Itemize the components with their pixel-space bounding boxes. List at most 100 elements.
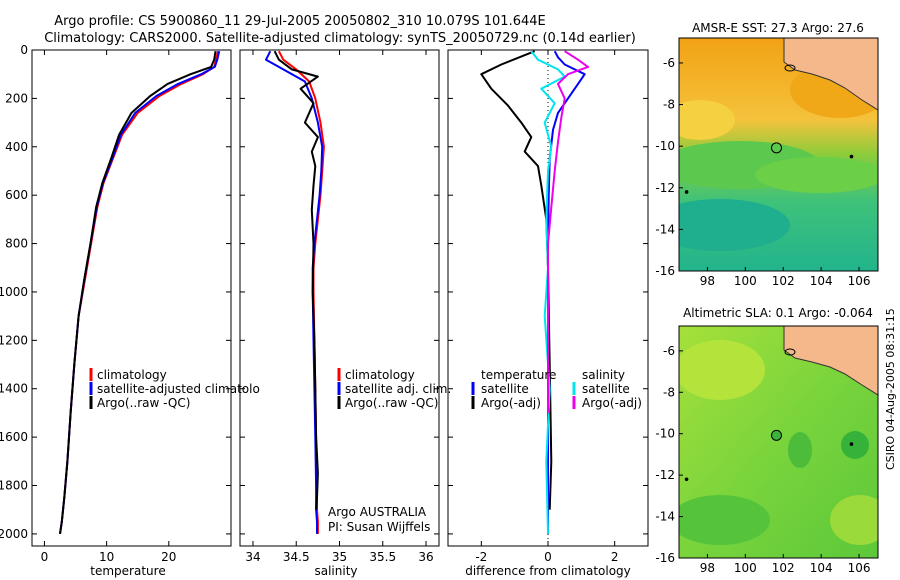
- salinity-annotation-line2: PI: Susan Wijffels: [328, 520, 430, 534]
- legend-temperature-title: temperature: [481, 368, 556, 382]
- temperature-lines: [59, 50, 221, 535]
- figure-title-line1: Argo profile: CS 5900860_11 29-Jul-2005 …: [54, 14, 545, 29]
- series-line-temperature-argo-adj: [480, 50, 553, 510]
- y-tick-label: -10: [655, 139, 675, 153]
- legend-sal-satellite-label: satellite: [582, 382, 630, 396]
- sla-map-title: Altimetric SLA: 0.1 Argo: -0.064: [683, 306, 873, 320]
- figure-title-line2: Climatology: CARS2000. Satellite-adjuste…: [44, 31, 636, 46]
- y-tick-label: 400: [5, 140, 28, 154]
- sst-band: [755, 157, 878, 193]
- sst-land-java: [783, 38, 878, 111]
- y-tick-label: -14: [655, 222, 675, 236]
- map-point-marker: [684, 477, 689, 482]
- x-tick-label: 35: [332, 550, 347, 564]
- sla-eddy: [841, 431, 869, 459]
- sla-high-patch: [679, 340, 765, 400]
- x-tick-label: 34: [245, 550, 260, 564]
- x-tick-label: 104: [810, 561, 833, 575]
- difference-legend: temperature satellite Argo(-adj) salinit…: [471, 368, 642, 410]
- series-line-salinity-argo-adj: [547, 50, 589, 413]
- x-tick-label: -2: [475, 550, 487, 564]
- sst-island-marker: [784, 64, 796, 72]
- sla-island-marker: [784, 348, 796, 356]
- y-tick-label: -12: [655, 468, 675, 482]
- salinity-axes-frame: [239, 49, 440, 547]
- series-line-argo-raw-qc: [273, 50, 319, 510]
- salinity-lines: [265, 50, 325, 534]
- y-tick-label: -8: [663, 98, 675, 112]
- sst-map-ticks: 98 100 102 104 106 -6 -8 -10 -12 -14 -16: [655, 56, 870, 288]
- x-tick-label: 98: [700, 561, 715, 575]
- difference-xlabel: difference from climatology: [465, 564, 631, 578]
- y-tick-label: -16: [655, 264, 675, 278]
- y-tick-label: 1000: [0, 285, 28, 299]
- x-tick-label: 2: [611, 550, 619, 564]
- series-line-temperature-satellite: [547, 50, 586, 534]
- sst-map-markers: [684, 142, 854, 194]
- sst-map-frame: [678, 37, 879, 272]
- y-tick-label: -10: [655, 427, 675, 441]
- legend-argo-label: Argo(..raw -QC): [345, 396, 438, 410]
- x-tick-label: 36: [418, 550, 433, 564]
- legend-satellite-label: satellite adj. clim.: [345, 382, 451, 396]
- y-tick-label: 1200: [0, 333, 28, 347]
- sla-map-ticks: 98 100 102 104 106 -6 -8 -10 -12 -14 -16: [655, 344, 870, 575]
- series-line-satellite-adjusted-climatology: [59, 50, 221, 535]
- y-tick-label: -6: [663, 56, 675, 70]
- sla-map-panel: Altimetric SLA: 0.1 Argo: -0.064 98 100 10…: [655, 306, 879, 575]
- sla-east-patch: [830, 495, 878, 545]
- legend-climatology-label: climatology: [345, 368, 415, 382]
- map-point-marker: [849, 154, 854, 159]
- legend-salinity-title: salinity: [582, 368, 625, 382]
- sla-map-markers: [684, 429, 854, 482]
- legend-climatology-label: climatology: [97, 368, 167, 382]
- x-tick-label: 0: [41, 550, 49, 564]
- sla-low-patch: [788, 432, 812, 468]
- y-tick-label: 800: [5, 237, 28, 251]
- x-tick-label: 20: [161, 550, 176, 564]
- series-line-climatology: [59, 50, 219, 535]
- sst-map-title: AMSR-E SST: 27.3 Argo: 27.6: [692, 21, 864, 35]
- salinity-legend: climatology satellite adj. clim. Argo(..…: [337, 368, 451, 410]
- sla-field: [679, 326, 878, 558]
- map-point-marker: [849, 442, 854, 446]
- y-tick-label: 1400: [0, 382, 28, 396]
- x-tick-label: 0: [544, 550, 552, 564]
- y-tick-label: 1600: [0, 430, 28, 444]
- sst-yellow-patch: [679, 100, 735, 140]
- sla-land-java: [783, 326, 878, 396]
- float-location-marker: [770, 429, 782, 441]
- x-tick-label: 102: [772, 274, 795, 288]
- temperature-legend: climatology satellite-adjusted climatolo…: [89, 368, 260, 410]
- legend-satellite-label: satellite-adjusted climatolo: [97, 382, 260, 396]
- salinity-ticks: 34 34.5 35 35.5 36: [240, 49, 439, 564]
- x-tick-label: 34.5: [283, 550, 310, 564]
- y-tick-label: -6: [663, 344, 675, 358]
- y-tick-label: -12: [655, 181, 675, 195]
- difference-lines: [480, 50, 589, 534]
- sla-map-frame: [678, 325, 879, 559]
- salinity-xlabel: salinity: [314, 564, 357, 578]
- sst-field: [679, 38, 878, 271]
- sst-cool-patch: [679, 199, 790, 251]
- legend-temp-argo-label: Argo(-adj): [481, 396, 541, 410]
- x-tick-label: 102: [772, 561, 795, 575]
- temperature-ticks: 0 10 2002004006008001000120014001600180020…: [0, 43, 231, 564]
- x-tick-label: 106: [848, 561, 871, 575]
- x-tick-label: 100: [734, 561, 757, 575]
- x-tick-label: 98: [700, 274, 715, 288]
- temperature-xlabel: temperature: [90, 564, 165, 578]
- temperature-axes-frame: [31, 49, 232, 547]
- sst-map-panel: AMSR-E SST: 27.3 Argo: 27.6 98 100 102 104 1…: [655, 21, 879, 288]
- map-point-marker: [684, 190, 689, 194]
- y-tick-label: -14: [655, 510, 675, 524]
- y-tick-label: 200: [5, 91, 28, 105]
- legend-argo-label: Argo(..raw -QC): [97, 396, 190, 410]
- salinity-panel: 34 34.5 35 35.5 36 climatology satellite adj…: [239, 49, 451, 578]
- y-tick-label: 0: [20, 43, 28, 57]
- credit-timestamp: CSIRO 04-Aug-2005 08:31:15: [884, 308, 897, 470]
- x-tick-label: 10: [99, 550, 114, 564]
- x-tick-label: 104: [810, 274, 833, 288]
- y-tick-label: 2000: [0, 527, 28, 541]
